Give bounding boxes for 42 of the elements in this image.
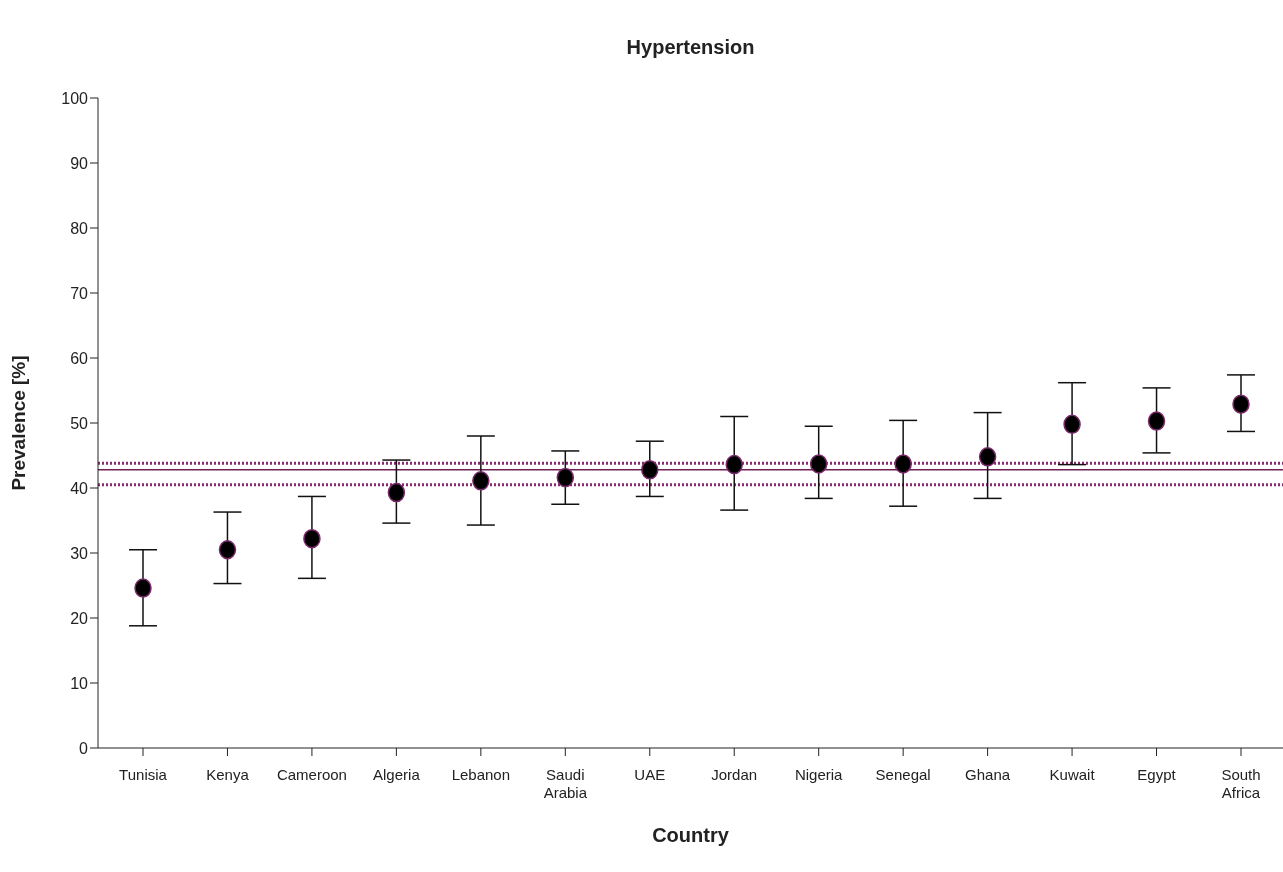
point <box>134 578 152 598</box>
x-tick-label: Nigeria <box>794 766 844 783</box>
chart-title: Hypertension <box>625 36 756 59</box>
y-tick-label: 70 <box>70 284 89 302</box>
point <box>725 454 743 475</box>
y-tick-label: 40 <box>70 479 89 497</box>
x-tick-label: Kenya <box>206 766 250 783</box>
y-tick-label: 30 <box>70 544 89 562</box>
y-tick-label: 60 <box>70 349 89 367</box>
point <box>978 447 997 467</box>
x-tick-label: Cameroon <box>276 766 347 783</box>
y-axis-title: Prevalence [%] <box>7 355 29 491</box>
x-tick-label: Saudi Arabia <box>543 766 588 801</box>
point <box>1232 394 1250 414</box>
point <box>1147 411 1166 431</box>
y-tick-label: 10 <box>70 674 89 692</box>
point <box>387 482 406 503</box>
x-tick-label: Algeria <box>373 766 421 783</box>
x-tick-label: Egypt <box>1137 766 1177 783</box>
y-tick-label: 90 <box>70 154 89 172</box>
y-tick-label: 100 <box>61 89 89 107</box>
x-tick-label: Ghana <box>965 766 1011 783</box>
x-tick-label: Kuwait <box>1049 766 1096 783</box>
point <box>303 528 321 549</box>
x-tick-label: UAE <box>634 766 666 783</box>
point <box>472 471 490 491</box>
x-tick-label: Jordan <box>711 766 758 783</box>
point <box>218 540 237 560</box>
x-tick-label: Senegal <box>875 766 931 783</box>
x-tick-label: Tunisia <box>119 766 168 783</box>
y-tick-label: 0 <box>79 739 89 757</box>
point <box>894 454 912 474</box>
x-axis-title: Country <box>652 824 730 847</box>
x-tick-label: South Africa <box>1221 766 1261 801</box>
y-tick-label: 80 <box>70 219 89 237</box>
y-tick-label: 50 <box>70 414 89 432</box>
point <box>809 454 828 474</box>
point <box>1063 414 1081 435</box>
y-tick-label: 20 <box>70 609 89 627</box>
x-tick-label: Lebanon <box>451 766 511 783</box>
point <box>556 467 575 488</box>
point <box>641 460 659 480</box>
